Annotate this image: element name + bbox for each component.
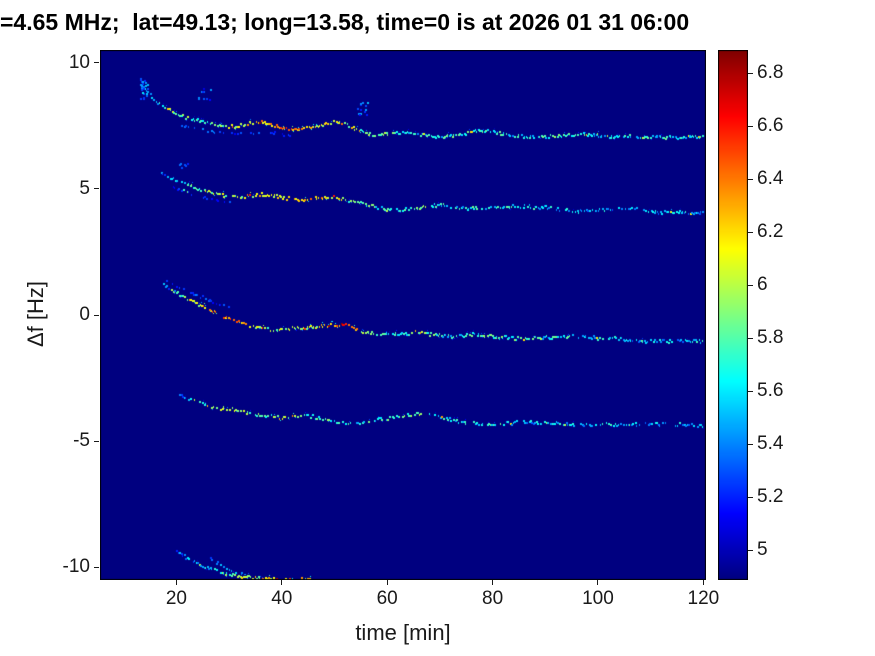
x-tick-mark (597, 580, 599, 585)
y-tick-mark (94, 566, 99, 568)
y-tick-label: 5 (79, 177, 90, 199)
x-tick-label: 80 (482, 588, 504, 609)
colorbar-tick-mark (748, 72, 753, 74)
x-tick-mark (492, 580, 494, 585)
x-tick-mark (281, 580, 283, 585)
x-tick-label: 60 (376, 588, 398, 609)
colorbar-tick-mark (748, 549, 753, 551)
colorbar-tick-label: 5.6 (757, 380, 784, 402)
colorbar-tick-label: 5.2 (757, 486, 784, 508)
colorbar-tick-mark (748, 231, 753, 233)
x-tick-label: 20 (165, 588, 187, 609)
y-tick-label: -5 (73, 430, 90, 452)
x-tick-label: 100 (582, 588, 614, 609)
colorbar-tick-label: 6.2 (757, 221, 784, 243)
heatmap-plot (100, 50, 706, 580)
colorbar (718, 50, 748, 580)
colorbar-tick-label: 5.8 (757, 327, 784, 349)
chart-title: =4.65 MHz; lat=49.13; long=13.58, time=0… (0, 9, 690, 35)
x-tick-label: 120 (687, 588, 720, 609)
colorbar-tick-label: 6.4 (757, 168, 784, 190)
y-tick-mark (94, 314, 99, 316)
x-tick-mark (175, 580, 177, 585)
colorbar-tick-label: 6.8 (757, 62, 784, 84)
colorbar-tick-mark (748, 443, 753, 445)
y-tick-mark (94, 440, 99, 442)
colorbar-tick-label: 5 (757, 539, 768, 561)
y-tick-mark (94, 62, 99, 64)
colorbar-tick-mark (748, 178, 753, 180)
y-tick-label: 10 (68, 51, 90, 73)
y-tick-label: -10 (62, 556, 90, 578)
colorbar-tick-label: 6 (757, 274, 768, 296)
colorbar-tick-label: 6.6 (757, 115, 784, 137)
y-tick-mark (94, 188, 99, 190)
colorbar-tick-mark (748, 496, 753, 498)
colorbar-tick-mark (748, 337, 753, 339)
x-axis-label: time [min] (355, 620, 451, 645)
colorbar-tick-mark (748, 390, 753, 392)
x-tick-mark (702, 580, 704, 585)
colorbar-tick-mark (748, 284, 753, 286)
colorbar-tick-mark (748, 125, 753, 127)
x-tick-mark (386, 580, 388, 585)
y-tick-label: 0 (79, 304, 90, 325)
colorbar-tick-label: 5.4 (757, 433, 784, 455)
x-tick-label: 40 (271, 588, 293, 609)
